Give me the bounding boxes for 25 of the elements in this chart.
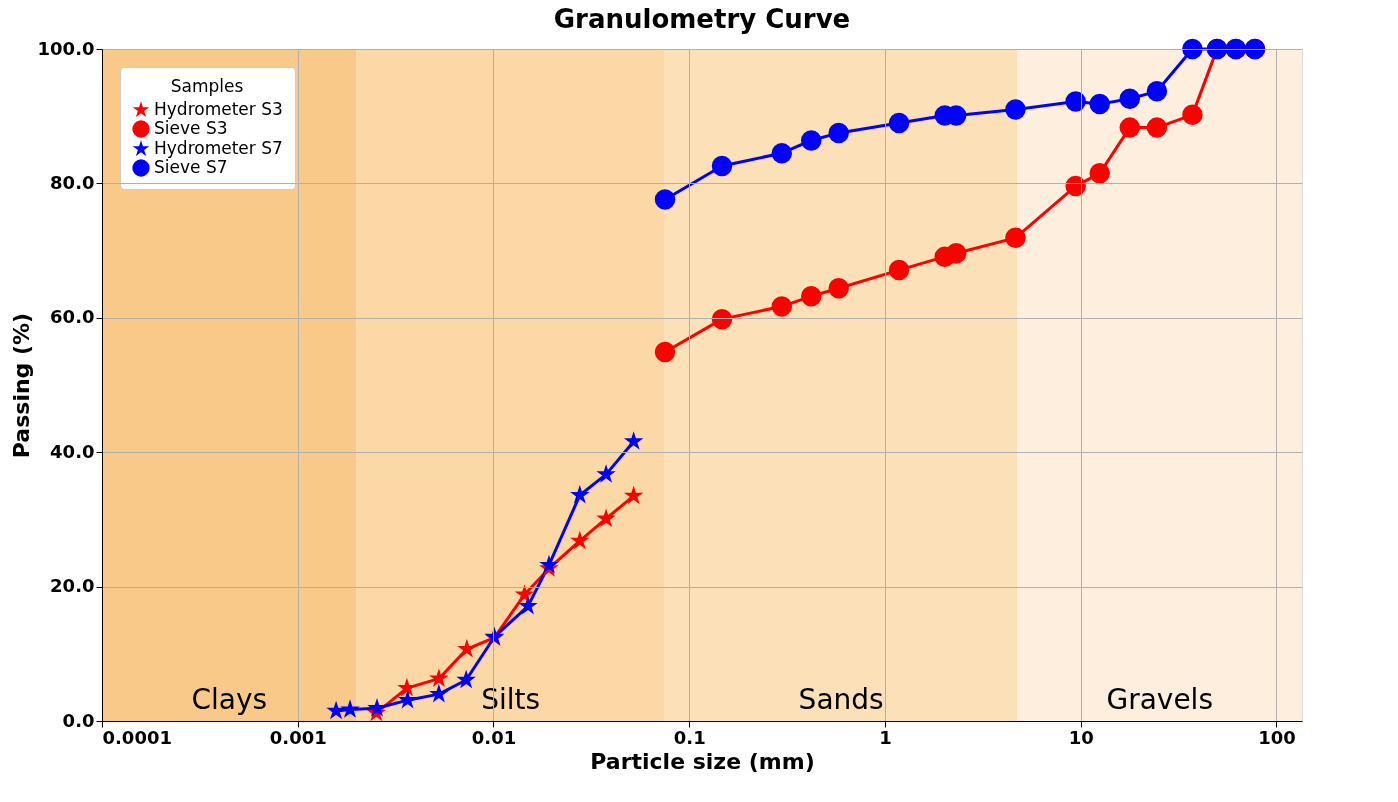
y-axis-title: Passing (%) [8, 312, 34, 459]
band-label: Gravels [1106, 683, 1213, 716]
x-tick-label: 0.1 [673, 726, 706, 748]
x-tick-label: 1 [879, 726, 892, 748]
y-tick-label: 80.0 [50, 171, 95, 193]
x-tick-label: 10 [1068, 726, 1094, 748]
legend-label: Sieve S7 [154, 157, 228, 177]
y-tick-label: 100.0 [37, 37, 95, 59]
legend-title: Samples [170, 76, 244, 96]
legend-label: Hydrometer S3 [154, 99, 283, 119]
y-tick-label: 0.0 [62, 709, 95, 731]
y-tick-label: 20.0 [50, 575, 95, 597]
legend-label: Hydrometer S7 [154, 138, 283, 158]
legend-label: Sieve S3 [154, 118, 228, 138]
x-tick-label: 0.0001 [102, 726, 172, 748]
y-tick-label: 60.0 [50, 306, 95, 328]
band-label: Sands [798, 683, 884, 716]
chart-title: Granulometry Curve [553, 3, 851, 34]
x-tick-label: 100 [1258, 726, 1296, 748]
band-label: Silts [481, 683, 541, 716]
x-tick-label: 0.001 [269, 726, 327, 748]
x-tick-label: 0.01 [471, 726, 517, 748]
x-axis-title: Particle size (mm) [590, 748, 815, 774]
band-label: Clays [191, 683, 268, 716]
y-tick-label: 40.0 [50, 440, 95, 462]
